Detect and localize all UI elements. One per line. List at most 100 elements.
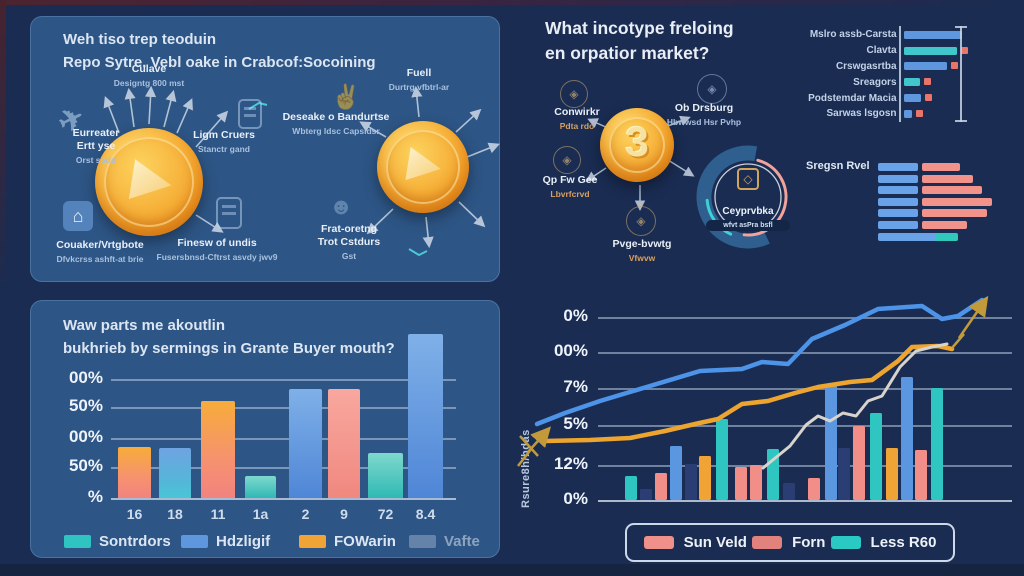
gridline <box>598 317 1012 319</box>
map-label-title: Ligm Cruers <box>193 129 255 141</box>
gridline <box>111 467 456 469</box>
x-axis-label: 18 <box>167 506 183 522</box>
segment-left-bar <box>878 220 918 229</box>
segment-chart-label: Sregsn Rvel <box>806 160 870 172</box>
hbar-bracket-line <box>960 26 962 122</box>
hbar-row: Sreagors <box>795 74 1015 90</box>
hbar-marker <box>915 109 923 117</box>
bar <box>901 377 913 500</box>
map-label: Finesw of undis Fusersbnsd-Cftrst asvdy j… <box>149 237 285 263</box>
medallion-icon: ◈ <box>626 206 656 236</box>
legend-swatch <box>299 535 326 548</box>
segment-row <box>878 209 1008 218</box>
y-axis-label: % <box>87 487 103 506</box>
gold-coin-large <box>95 128 203 236</box>
x-axis-label: 11 <box>210 506 226 522</box>
bar <box>625 476 637 500</box>
bar <box>245 476 276 498</box>
panel-title: Weh tiso trep teoduin Repo Sytre. Vebl o… <box>63 29 376 74</box>
white-line <box>761 342 949 470</box>
map-label-caption: Hbwwsd Hsr Pvhp <box>666 117 742 128</box>
segment-right-bar <box>922 174 973 183</box>
hbar-row: Sarwas lsgosn <box>795 106 1015 122</box>
gridline <box>111 379 456 381</box>
hbar-track <box>903 62 1015 71</box>
hbar-track <box>903 46 1015 55</box>
hbar-track <box>903 94 1015 103</box>
bar <box>886 448 898 500</box>
map-label-caption: Fusersbnsd-Cftrst asvdy jwv9 <box>156 252 278 263</box>
map-label-caption: Stanctr gand <box>198 144 250 155</box>
bracket-cap <box>955 26 967 28</box>
legend-swatch <box>643 536 674 549</box>
y-axis-label: 7% <box>563 377 588 396</box>
map-label-title: Couaker/Vrtgbote <box>56 239 144 251</box>
legend-item: Sun Veld <box>643 534 747 551</box>
legend-swatch <box>830 536 861 549</box>
map-label: Ligm Cruers Stanctr gand <box>164 129 284 155</box>
segment-row <box>878 220 1008 229</box>
map-label-title: Deseake o Bandurtse <box>282 111 390 123</box>
map-label: Ob Drsburg Hbwwsd Hsr Pvhp <box>652 102 756 128</box>
bottom-strip <box>0 564 1024 576</box>
segment-footer-blue <box>878 232 935 241</box>
hand-icon: ✌ <box>331 84 361 111</box>
y-axis-label: 50% <box>68 456 103 475</box>
segment-row <box>878 197 1008 206</box>
x-axis-label: 8.4 <box>415 506 436 522</box>
map-label-title: Frat-oretng <box>321 223 377 235</box>
bracket-cap <box>955 120 967 122</box>
segment-left-bar <box>878 174 918 183</box>
top-edge-shade <box>0 0 1024 5</box>
map-label-title: Qp Fw Gee <box>542 174 598 186</box>
segment-footer-teal <box>935 232 958 241</box>
map-label: Eurreater Ertt yse Orst sodd <box>41 127 151 166</box>
panel-combo-chart: Rsure8h/hdas 0% 00% 7% 5% 12% 0% Sun Veld Forn… <box>512 288 1024 568</box>
hbar-track <box>903 30 1015 39</box>
segment-chart <box>878 163 1008 244</box>
segment-left-bar <box>878 197 918 206</box>
gridline <box>598 465 1012 467</box>
hbar-row-label: Podstemdar Macia <box>808 92 897 104</box>
bar <box>289 389 322 498</box>
blue-line <box>534 297 985 427</box>
map-label-title: Culave <box>131 63 167 75</box>
yellow-line <box>542 343 955 444</box>
hbar-row: Clavta <box>795 43 1015 59</box>
bar <box>328 389 360 498</box>
coin-number: 3 <box>625 118 649 165</box>
hbar-bar <box>903 78 920 87</box>
hbar-marker <box>960 46 968 54</box>
hbar-track <box>903 109 1015 118</box>
gold-coin-number: 3 <box>600 108 674 182</box>
bar <box>655 473 667 500</box>
bar <box>750 465 762 500</box>
legend-label: Vafte <box>444 533 480 550</box>
bar <box>783 483 795 500</box>
bar <box>685 464 697 500</box>
x-axis-label: 16 <box>126 506 143 522</box>
map-label: Culave Designtg 800 mst <box>79 63 219 89</box>
ray-lines <box>103 85 500 257</box>
hbar-row-label: Sarwas lsgosn <box>826 108 897 120</box>
map-label: Couaker/Vrtgbote Dfvkcrss ashft-at brie <box>34 239 166 265</box>
map-label-caption: Designtg 800 mst <box>113 78 185 89</box>
cube-icon: ◇ <box>737 168 759 190</box>
phone-icon <box>238 99 262 129</box>
segment-left-bar <box>878 209 918 218</box>
y-axis-label: 00% <box>553 341 588 360</box>
map-label: Deseake o Bandurtse Wbterg ldsc Capsidsr <box>269 111 403 137</box>
map-label-title: Pvge-bvwtg <box>612 238 672 250</box>
hbar-row-label: Sreagors <box>853 76 897 88</box>
hbar-axis-line <box>899 26 901 122</box>
bar <box>915 450 927 500</box>
segment-right-bar <box>922 163 960 171</box>
map-label-title: Ob Drsburg <box>674 102 734 114</box>
title-line: Weh tiso trep teoduin <box>63 31 217 48</box>
bar <box>159 448 191 498</box>
map-label-caption: Lbvrfcrvd <box>550 189 590 200</box>
segment-right-bar <box>922 220 967 229</box>
legend-swatch <box>181 535 208 548</box>
bar <box>735 467 747 500</box>
